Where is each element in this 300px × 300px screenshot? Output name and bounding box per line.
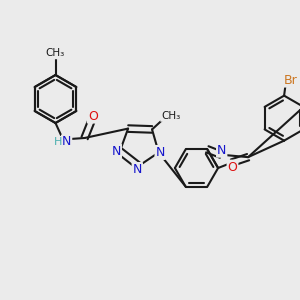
Text: N: N [155,146,165,159]
Text: Br: Br [284,74,298,86]
Text: N: N [217,144,226,157]
Text: O: O [88,110,98,123]
Text: CH₃: CH₃ [161,111,180,121]
Text: H: H [53,137,62,147]
Text: N: N [133,163,142,176]
Text: N: N [62,135,71,148]
Text: N: N [112,145,121,158]
Text: CH₃: CH₃ [46,48,65,59]
Text: O: O [228,160,237,174]
